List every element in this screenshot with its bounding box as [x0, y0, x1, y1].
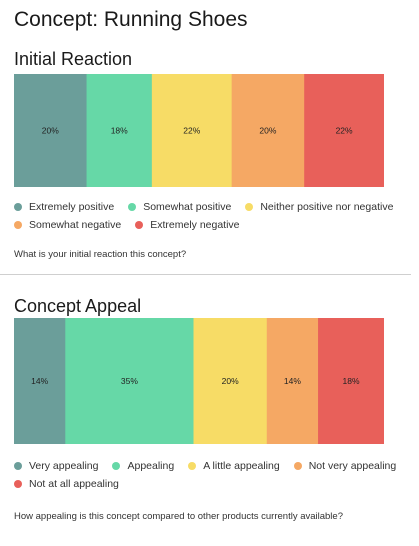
legend-dot-icon — [245, 203, 254, 211]
legend-dot-icon — [14, 221, 22, 229]
bar-segment — [14, 74, 88, 187]
bar-data-label: 20% — [259, 126, 276, 136]
legend-label: A little appealing — [203, 460, 280, 472]
legend-item: Not very appealing — [293, 460, 397, 472]
initial-reaction-chart: 20% 18% 22% 20% 22% — [14, 74, 384, 187]
legend-item: A little appealing — [188, 460, 280, 472]
bar-data-label: 22% — [183, 126, 200, 136]
stacked-bar-svg: 20% 18% 22% 20% 22% — [14, 74, 384, 187]
legend-label: Very appealing — [29, 460, 99, 472]
bar-data-label: 20% — [42, 126, 59, 136]
concept-appeal-question: How appealing is this concept compared t… — [14, 511, 343, 522]
legend-dot-icon — [188, 462, 197, 470]
legend-item: Neither positive nor negative — [245, 201, 393, 213]
legend-dot-icon — [14, 480, 22, 488]
initial-reaction-question: What is your initial reaction this conce… — [14, 249, 187, 260]
legend-label: Appealing — [127, 460, 175, 472]
bar-data-label: 35% — [121, 376, 138, 386]
legend-item: Very appealing — [14, 460, 98, 472]
initial-reaction-legend: Extremely positive Somewhat positive Neith… — [14, 201, 404, 231]
bar-segment — [318, 318, 384, 444]
section-title-concept-appeal: Concept Appeal — [14, 296, 142, 316]
legend-label: Somewhat positive — [143, 201, 232, 213]
bar-data-label: 20% — [222, 376, 239, 386]
bar-data-label: 18% — [343, 376, 360, 386]
bar-segment — [151, 74, 233, 187]
bar-segment — [266, 318, 319, 444]
legend-item: Appealing — [112, 460, 174, 472]
legend-item: Not at all appealing — [14, 478, 119, 490]
section-title-initial-reaction: Initial Reaction — [14, 49, 133, 69]
legend-label: Neither positive nor negative — [260, 201, 394, 213]
bar-segment — [193, 318, 268, 444]
legend-dot-icon — [112, 462, 121, 470]
legend-item: Somewhat negative — [14, 219, 121, 231]
legend-label: Extremely negative — [150, 219, 240, 231]
legend-dot-icon — [135, 221, 144, 229]
legend-item: Somewhat positive — [128, 201, 231, 213]
bar-segment — [231, 74, 305, 187]
legend-item: Extremely positive — [14, 201, 114, 213]
concept-appeal-legend: Very appealing Appealing A little appealin… — [14, 460, 404, 490]
bar-data-label: 14% — [31, 376, 48, 386]
section-divider — [0, 274, 411, 275]
bar-segment — [65, 318, 195, 444]
legend-label: Extremely positive — [29, 201, 115, 213]
legend-dot-icon — [293, 462, 302, 470]
legend-dot-icon — [14, 203, 22, 211]
bar-segment — [86, 74, 153, 187]
bar-data-label: 18% — [111, 126, 128, 136]
legend-dot-icon — [14, 462, 22, 470]
bar-segment — [304, 74, 384, 187]
page-title: Concept: Running Shoes — [14, 8, 248, 31]
legend-item: Extremely negative — [135, 219, 240, 231]
stacked-bar-svg: 14% 35% 20% 14% 18% — [14, 318, 384, 444]
bar-data-label: 22% — [336, 126, 353, 136]
legend-label: Somewhat negative — [29, 219, 122, 231]
bar-data-label: 14% — [284, 376, 301, 386]
legend-label: Not very appealing — [308, 460, 397, 472]
legend-label: Not at all appealing — [29, 478, 119, 490]
bar-segment — [14, 318, 66, 444]
legend-dot-icon — [128, 203, 137, 211]
concept-appeal-chart: 14% 35% 20% 14% 18% — [14, 318, 384, 444]
